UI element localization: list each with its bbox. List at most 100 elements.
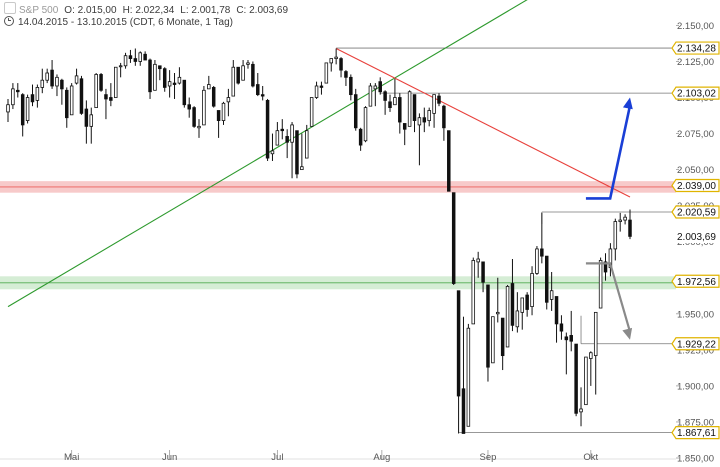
price-label-box — [671, 178, 720, 193]
candle-up — [123, 55, 128, 67]
candle-up — [549, 290, 554, 300]
y-tick-label: 2.125,00 — [677, 57, 714, 68]
price-label-target: 1.929,22 — [671, 337, 720, 351]
candle-up — [305, 130, 309, 159]
candle-down — [447, 130, 451, 192]
candle-down — [540, 248, 544, 257]
candle-down — [182, 79, 187, 106]
candle-up — [25, 97, 30, 121]
candle-down — [442, 105, 446, 129]
candle-up — [584, 356, 588, 406]
candle-up — [589, 352, 593, 359]
candle-down — [339, 58, 343, 71]
candle-down — [525, 294, 529, 310]
candle-up — [520, 297, 524, 313]
candle-up — [505, 286, 510, 348]
candle-down — [574, 343, 578, 414]
candle-up — [270, 150, 275, 155]
candle-down — [128, 55, 133, 59]
candle-down — [388, 101, 392, 109]
uptrend-trendline — [7, 0, 528, 308]
candle-up — [202, 89, 206, 126]
candle-up — [334, 56, 338, 59]
candle-up — [246, 62, 250, 65]
candle-up — [275, 130, 280, 146]
candle-down — [451, 192, 456, 284]
y-tick-label: 1.875,00 — [677, 417, 714, 428]
low-value: L: 2.001,78 — [180, 5, 231, 16]
candle-down — [16, 89, 20, 93]
candle-down — [158, 65, 162, 70]
arrowhead-target-down — [622, 327, 633, 340]
price-label-text: 2.020,59 — [677, 208, 716, 219]
candle-up — [427, 110, 431, 121]
x-tick-label: Okt — [583, 452, 598, 463]
candle-up — [618, 219, 622, 222]
candle-up — [476, 258, 480, 263]
x-tick-label: Sep — [480, 452, 497, 463]
candle-down — [398, 97, 402, 123]
candle-down — [554, 296, 559, 325]
price-label-support: 1.972,56 — [671, 274, 720, 288]
app-logo-icon — [4, 2, 16, 14]
candle-down — [349, 76, 353, 96]
price-label-text: 2.039,00 — [677, 181, 716, 192]
candle-down — [143, 53, 147, 61]
y-tick-label: 2.150,00 — [677, 21, 714, 32]
candle-down — [30, 94, 35, 103]
chart-header-quote: S&P 500 O: 2.015,00 H: 2.022,34 L: 2.001,78… — [4, 2, 294, 16]
candle-down — [256, 84, 260, 96]
candle-up — [314, 85, 319, 98]
candle-up — [114, 66, 118, 98]
candle-up — [207, 84, 211, 90]
downtrend-trendline — [335, 47, 631, 198]
candle-up — [35, 87, 40, 101]
price-label-text: 1.972,56 — [677, 277, 716, 288]
candle-up — [623, 216, 627, 221]
date-range-text: 14.04.2015 - 13.10.2015 (CDT, 6 Monate, … — [18, 17, 233, 28]
x-tick-label: Jul — [271, 452, 283, 463]
open-value: O: 2.015,00 — [64, 5, 117, 16]
x-tick-label: Aug — [373, 452, 390, 463]
candle-down — [461, 388, 466, 434]
price-label-level: 2.020,59 — [671, 205, 720, 219]
y-tick-label: 2.075,00 — [677, 129, 714, 140]
candle-up — [177, 76, 182, 84]
price-label-box — [671, 274, 720, 288]
price-label-last: 2.003,69 — [671, 229, 720, 243]
candle-up — [373, 85, 378, 90]
candle-up — [496, 311, 500, 315]
candle-down — [319, 85, 324, 88]
candle-up — [69, 85, 74, 116]
candle-down — [422, 117, 427, 123]
candle-up — [417, 117, 422, 126]
candle-down — [99, 74, 103, 91]
candle-up — [466, 327, 471, 427]
candle-up — [368, 85, 373, 107]
y-tick-label: 1.900,00 — [677, 381, 714, 392]
price-label-text: 2.134,28 — [677, 44, 716, 55]
candle-up — [197, 125, 201, 129]
candle-up — [515, 310, 520, 328]
candle-up — [432, 94, 436, 114]
candle-down — [500, 317, 505, 357]
candle-up — [89, 114, 94, 127]
candle-up — [300, 166, 304, 171]
price-label-box — [671, 426, 720, 440]
price-label-text: 2.103,02 — [677, 89, 716, 100]
candle-down — [265, 100, 270, 159]
candle-up — [231, 66, 236, 97]
candle-down — [559, 323, 564, 332]
candle-up — [491, 316, 495, 364]
candle-up — [329, 58, 333, 64]
candle-up — [167, 81, 172, 87]
arrow-target-up — [585, 105, 632, 200]
price-label-text: 1.929,22 — [677, 339, 716, 350]
candle-down — [187, 104, 191, 110]
candle-up — [530, 273, 534, 307]
candle-down — [402, 123, 407, 130]
y-tick-label: 1.850,00 — [677, 454, 714, 465]
candle-up — [598, 260, 603, 309]
candle-up — [363, 107, 368, 142]
